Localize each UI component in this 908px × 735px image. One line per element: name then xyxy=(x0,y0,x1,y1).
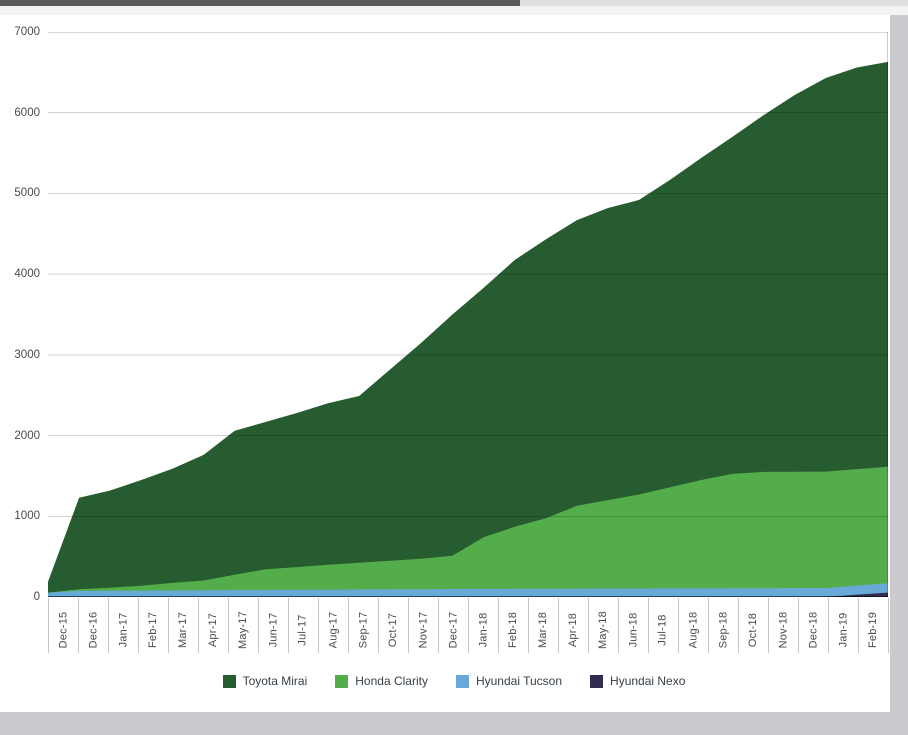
legend-item-hyundai-nexo: Hyundai Nexo xyxy=(590,674,685,688)
x-axis-tick xyxy=(378,598,379,653)
x-axis-tick xyxy=(48,598,49,653)
bottom-grey-strip xyxy=(0,712,890,735)
x-axis-tick xyxy=(678,598,679,653)
y-axis-label-0: 0 xyxy=(33,591,40,603)
x-axis-label-feb-17: Feb-17 xyxy=(147,611,159,649)
x-axis-label-jan-18: Jan-18 xyxy=(477,612,489,648)
x-axis-label-sep-18: Sep-18 xyxy=(717,611,730,649)
legend-swatch xyxy=(222,674,236,688)
x-axis-label-oct-18: Oct-18 xyxy=(747,612,759,648)
x-axis-label-jun-18: Jun-18 xyxy=(627,612,639,648)
area-honda-clarity xyxy=(48,466,888,597)
y-axis-label-6000: 6000 xyxy=(14,106,40,119)
x-axis-label-sep-17: Sep-17 xyxy=(357,611,370,649)
x-axis-label-aug-17: Aug-17 xyxy=(327,611,340,649)
x-axis-label-may-17: May-17 xyxy=(237,611,250,649)
x-axis-label-jun-17: Jun-17 xyxy=(267,612,279,648)
top-edge-light-bar xyxy=(520,0,908,6)
x-axis-label-aug-18: Aug-18 xyxy=(687,611,700,649)
x-axis-label-may-18: May-18 xyxy=(597,611,610,649)
top-edge-dark-bar xyxy=(0,0,520,6)
x-axis-tick xyxy=(618,598,619,653)
y-axis-label-7000: 7000 xyxy=(14,26,40,38)
x-axis-label-mar-17: Mar-17 xyxy=(177,611,190,649)
legend-item-toyota-mirai: Toyota Mirai xyxy=(222,674,308,688)
plot-area xyxy=(48,32,888,597)
x-axis-tick xyxy=(588,598,589,653)
x-axis-tick xyxy=(858,598,859,653)
legend-swatch xyxy=(335,674,349,688)
x-axis-tick xyxy=(798,598,799,653)
x-axis-tick xyxy=(258,598,259,653)
x-axis-tick xyxy=(108,598,109,653)
x-axis-label-dec-18: Dec-18 xyxy=(807,611,820,649)
x-axis-label-nov-18: Nov-18 xyxy=(777,611,790,649)
x-axis-tick xyxy=(528,598,529,653)
legend-swatch xyxy=(590,674,604,688)
x-axis-tick xyxy=(828,598,829,653)
x-axis-tick xyxy=(78,598,79,653)
x-axis-label-dec-16: Dec-16 xyxy=(87,611,100,649)
legend-swatch xyxy=(455,674,469,688)
x-axis-tick xyxy=(768,598,769,653)
x-axis-tick xyxy=(168,598,169,653)
y-axis-label-4000: 4000 xyxy=(14,268,40,281)
legend-label: Honda Clarity xyxy=(355,674,428,688)
x-axis-tick xyxy=(738,598,739,653)
x-axis-tick xyxy=(318,598,319,653)
top-band xyxy=(0,6,908,15)
y-axis-label-1000: 1000 xyxy=(14,510,40,523)
area-toyota-mirai xyxy=(48,61,888,597)
x-axis-label-apr-17: Apr-17 xyxy=(207,612,219,648)
x-axis-label-dec-17: Dec-17 xyxy=(447,611,460,649)
x-axis-label-jan-17: Jan-17 xyxy=(117,612,129,648)
x-axis-label-apr-18: Apr-18 xyxy=(567,612,579,648)
x-axis-tick xyxy=(408,598,409,653)
legend-label: Hyundai Tucson xyxy=(475,674,563,688)
y-axis-label-5000: 5000 xyxy=(14,187,40,200)
x-axis-label-dec-15: Dec-15 xyxy=(57,611,70,649)
x-axis-label-jul-18: Jul-18 xyxy=(657,614,670,646)
stacked-area-chart: 0 1000 2000 3000 4000 5000 6000 7000 Dec-15 Dec-… xyxy=(0,26,908,688)
x-axis-tick xyxy=(498,598,499,653)
legend-item-honda-clarity: Honda Clarity xyxy=(335,674,428,688)
x-axis-tick xyxy=(138,598,139,653)
x-axis-label-jul-17: Jul-17 xyxy=(297,614,310,646)
x-axis-label-mar-18: Mar-18 xyxy=(537,611,550,649)
x-axis-tick xyxy=(708,598,709,653)
legend: Toyota Mirai Honda Clarity Hyundai Tucson H… xyxy=(0,674,908,688)
x-axis-label-feb-18: Feb-18 xyxy=(507,611,519,649)
legend-label: Toyota Mirai xyxy=(242,674,308,688)
x-axis-tick xyxy=(888,598,889,653)
legend-item-hyundai-tucson: Hyundai Tucson xyxy=(455,674,563,688)
legend-label: Hyundai Nexo xyxy=(610,674,686,688)
x-axis-label-feb-19: Feb-19 xyxy=(867,611,879,649)
x-axis-tick xyxy=(438,598,439,653)
x-axis-tick xyxy=(288,598,289,653)
x-axis-tick xyxy=(198,598,199,653)
x-axis-tick xyxy=(648,598,649,653)
area-hyundai-tucson xyxy=(48,583,888,597)
x-axis-label-jan-19: Jan-19 xyxy=(837,612,849,648)
x-axis-label-nov-17: Nov-17 xyxy=(417,611,430,649)
y-axis-label-2000: 2000 xyxy=(14,429,40,442)
x-axis-tick xyxy=(468,598,469,653)
x-axis-tick xyxy=(348,598,349,653)
x-axis-label-oct-17: Oct-17 xyxy=(387,612,399,648)
right-grey-strip xyxy=(890,15,908,735)
x-axis-tick xyxy=(228,598,229,653)
y-axis-label-3000: 3000 xyxy=(14,348,40,361)
x-axis-tick xyxy=(558,598,559,653)
